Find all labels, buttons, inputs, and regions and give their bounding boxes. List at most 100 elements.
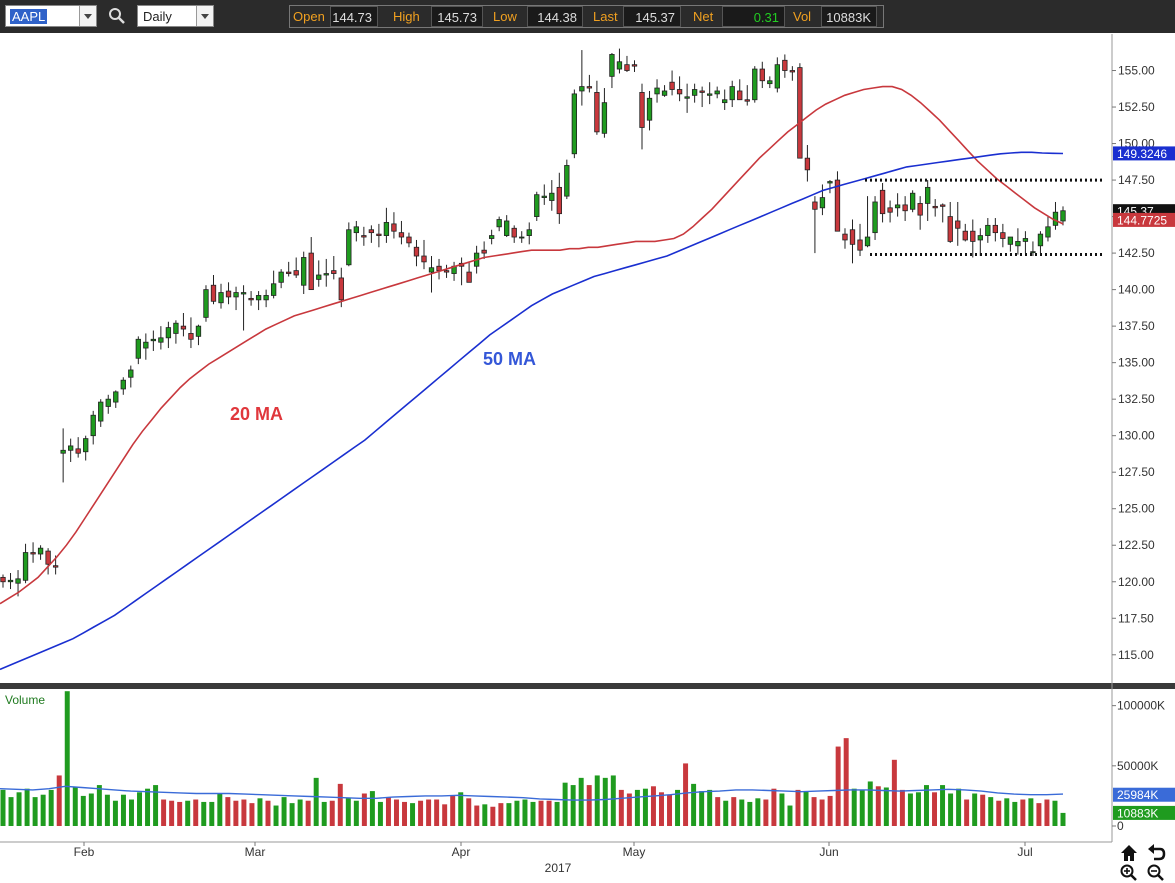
candle-up xyxy=(1052,211,1059,226)
candle-up xyxy=(7,579,14,583)
candle-up xyxy=(691,89,698,96)
volume-bar-up xyxy=(137,792,143,826)
volume-bar-down xyxy=(1020,799,1026,826)
candle-up xyxy=(60,449,66,454)
candle-up xyxy=(90,414,96,437)
home-icon[interactable] xyxy=(1119,843,1139,863)
volume-bar-down xyxy=(875,786,881,826)
volume-bar-up xyxy=(128,799,134,826)
candle-up xyxy=(1015,241,1021,247)
candle-up xyxy=(37,547,44,555)
price-tick-label: 140.00 xyxy=(1118,283,1155,297)
time-tick-label: Mar xyxy=(245,845,266,859)
ma50-line xyxy=(0,151,1064,671)
price-tick-label: 117.50 xyxy=(1118,611,1154,625)
volume-bar-down xyxy=(538,800,544,826)
chart-toolbar: AAPL Daily Open 144.73 High 145.73 Low 144.38… xyxy=(0,0,1175,33)
volume-bar-up xyxy=(48,789,54,826)
volume-bar-up xyxy=(24,788,30,826)
volume-bar-up xyxy=(956,788,962,826)
undo-icon[interactable] xyxy=(1146,843,1166,863)
zoom-in-icon[interactable] xyxy=(1119,863,1139,883)
candle-up xyxy=(105,398,111,407)
volume-bar-up xyxy=(707,789,713,826)
candle-down xyxy=(669,81,675,90)
candle-up xyxy=(218,292,224,304)
candle-down xyxy=(466,271,472,283)
period-text: Daily xyxy=(143,9,172,24)
volume-bar-down xyxy=(843,738,849,826)
candle-down xyxy=(210,284,217,302)
candle-down xyxy=(586,86,593,89)
candle-up xyxy=(909,192,916,210)
period-dropdown-button[interactable] xyxy=(196,6,213,26)
search-icon[interactable] xyxy=(108,7,126,25)
candle-down xyxy=(887,207,893,213)
candle-up xyxy=(346,229,352,266)
volume-bar-down xyxy=(193,799,199,826)
volume-bar-up xyxy=(297,799,303,826)
volume-bar-up xyxy=(145,788,151,826)
volume-bar-up xyxy=(755,798,761,826)
period-select[interactable]: Daily xyxy=(137,5,214,27)
volume-bar-down xyxy=(337,783,343,826)
volume-bar-down xyxy=(771,788,777,826)
volume-bar-up xyxy=(313,777,319,826)
candle-down xyxy=(834,179,841,232)
zoom-out-icon[interactable] xyxy=(1146,863,1166,883)
candle-up xyxy=(301,257,307,286)
volume-bar-down xyxy=(233,800,239,826)
candle-up xyxy=(135,338,141,359)
volume-bar-up xyxy=(1012,801,1018,826)
candle-up xyxy=(98,401,104,422)
volume-bar-up xyxy=(859,789,865,826)
symbol-input[interactable]: AAPL xyxy=(5,5,97,27)
volume-bar-down xyxy=(932,792,938,826)
candle-down xyxy=(361,235,367,238)
candle-up xyxy=(150,338,157,342)
volume-bar-up xyxy=(610,775,616,826)
candle-up xyxy=(925,186,931,204)
candle-down xyxy=(421,255,427,263)
volume-bar-up xyxy=(153,785,159,826)
volume-bar-up xyxy=(377,801,383,826)
volume-bar-up xyxy=(972,793,978,826)
volume-bar-down xyxy=(305,800,311,826)
volume-bar-up xyxy=(779,793,785,826)
price-tick-label: 155.00 xyxy=(1118,64,1155,78)
symbol-dropdown-button[interactable] xyxy=(79,6,96,26)
volume-bar-up xyxy=(16,792,22,826)
candle-down xyxy=(812,201,818,210)
volume-bar-up xyxy=(562,782,568,826)
ma50-annotation: 50 MA xyxy=(483,349,536,369)
candle-up xyxy=(827,181,833,184)
volume-bar-up xyxy=(948,793,954,826)
candle-up xyxy=(526,229,532,236)
volume-bar-up xyxy=(104,794,110,826)
candle-up xyxy=(616,61,623,70)
volume-bar-down xyxy=(586,785,592,826)
volume-bar-up xyxy=(289,803,295,826)
volume-bar-down xyxy=(434,799,440,826)
volume-bar-up xyxy=(353,800,359,826)
candle-down xyxy=(511,227,517,238)
price-tick-label: 127.50 xyxy=(1118,465,1155,479)
volume-bar-down xyxy=(426,799,432,826)
price-badge-label: 149.3246 xyxy=(1117,147,1167,161)
candle-up xyxy=(143,341,149,349)
volume-bar-down xyxy=(715,797,721,826)
volume-tick-label: 100000K xyxy=(1117,699,1165,713)
volume-bar-up xyxy=(96,785,102,826)
candle-down xyxy=(849,229,856,245)
volume-bar-up xyxy=(482,804,488,826)
candle-down xyxy=(639,92,645,128)
candle-up xyxy=(383,222,390,236)
price-tick-label: 122.50 xyxy=(1118,538,1155,552)
volume-bar-up xyxy=(578,777,584,826)
price-tick-label: 152.50 xyxy=(1118,100,1155,114)
volume-bar-down xyxy=(466,798,472,826)
volume-bar-up xyxy=(40,794,46,826)
price-tick-label: 115.00 xyxy=(1118,648,1154,662)
symbol-text: AAPL xyxy=(10,9,48,24)
